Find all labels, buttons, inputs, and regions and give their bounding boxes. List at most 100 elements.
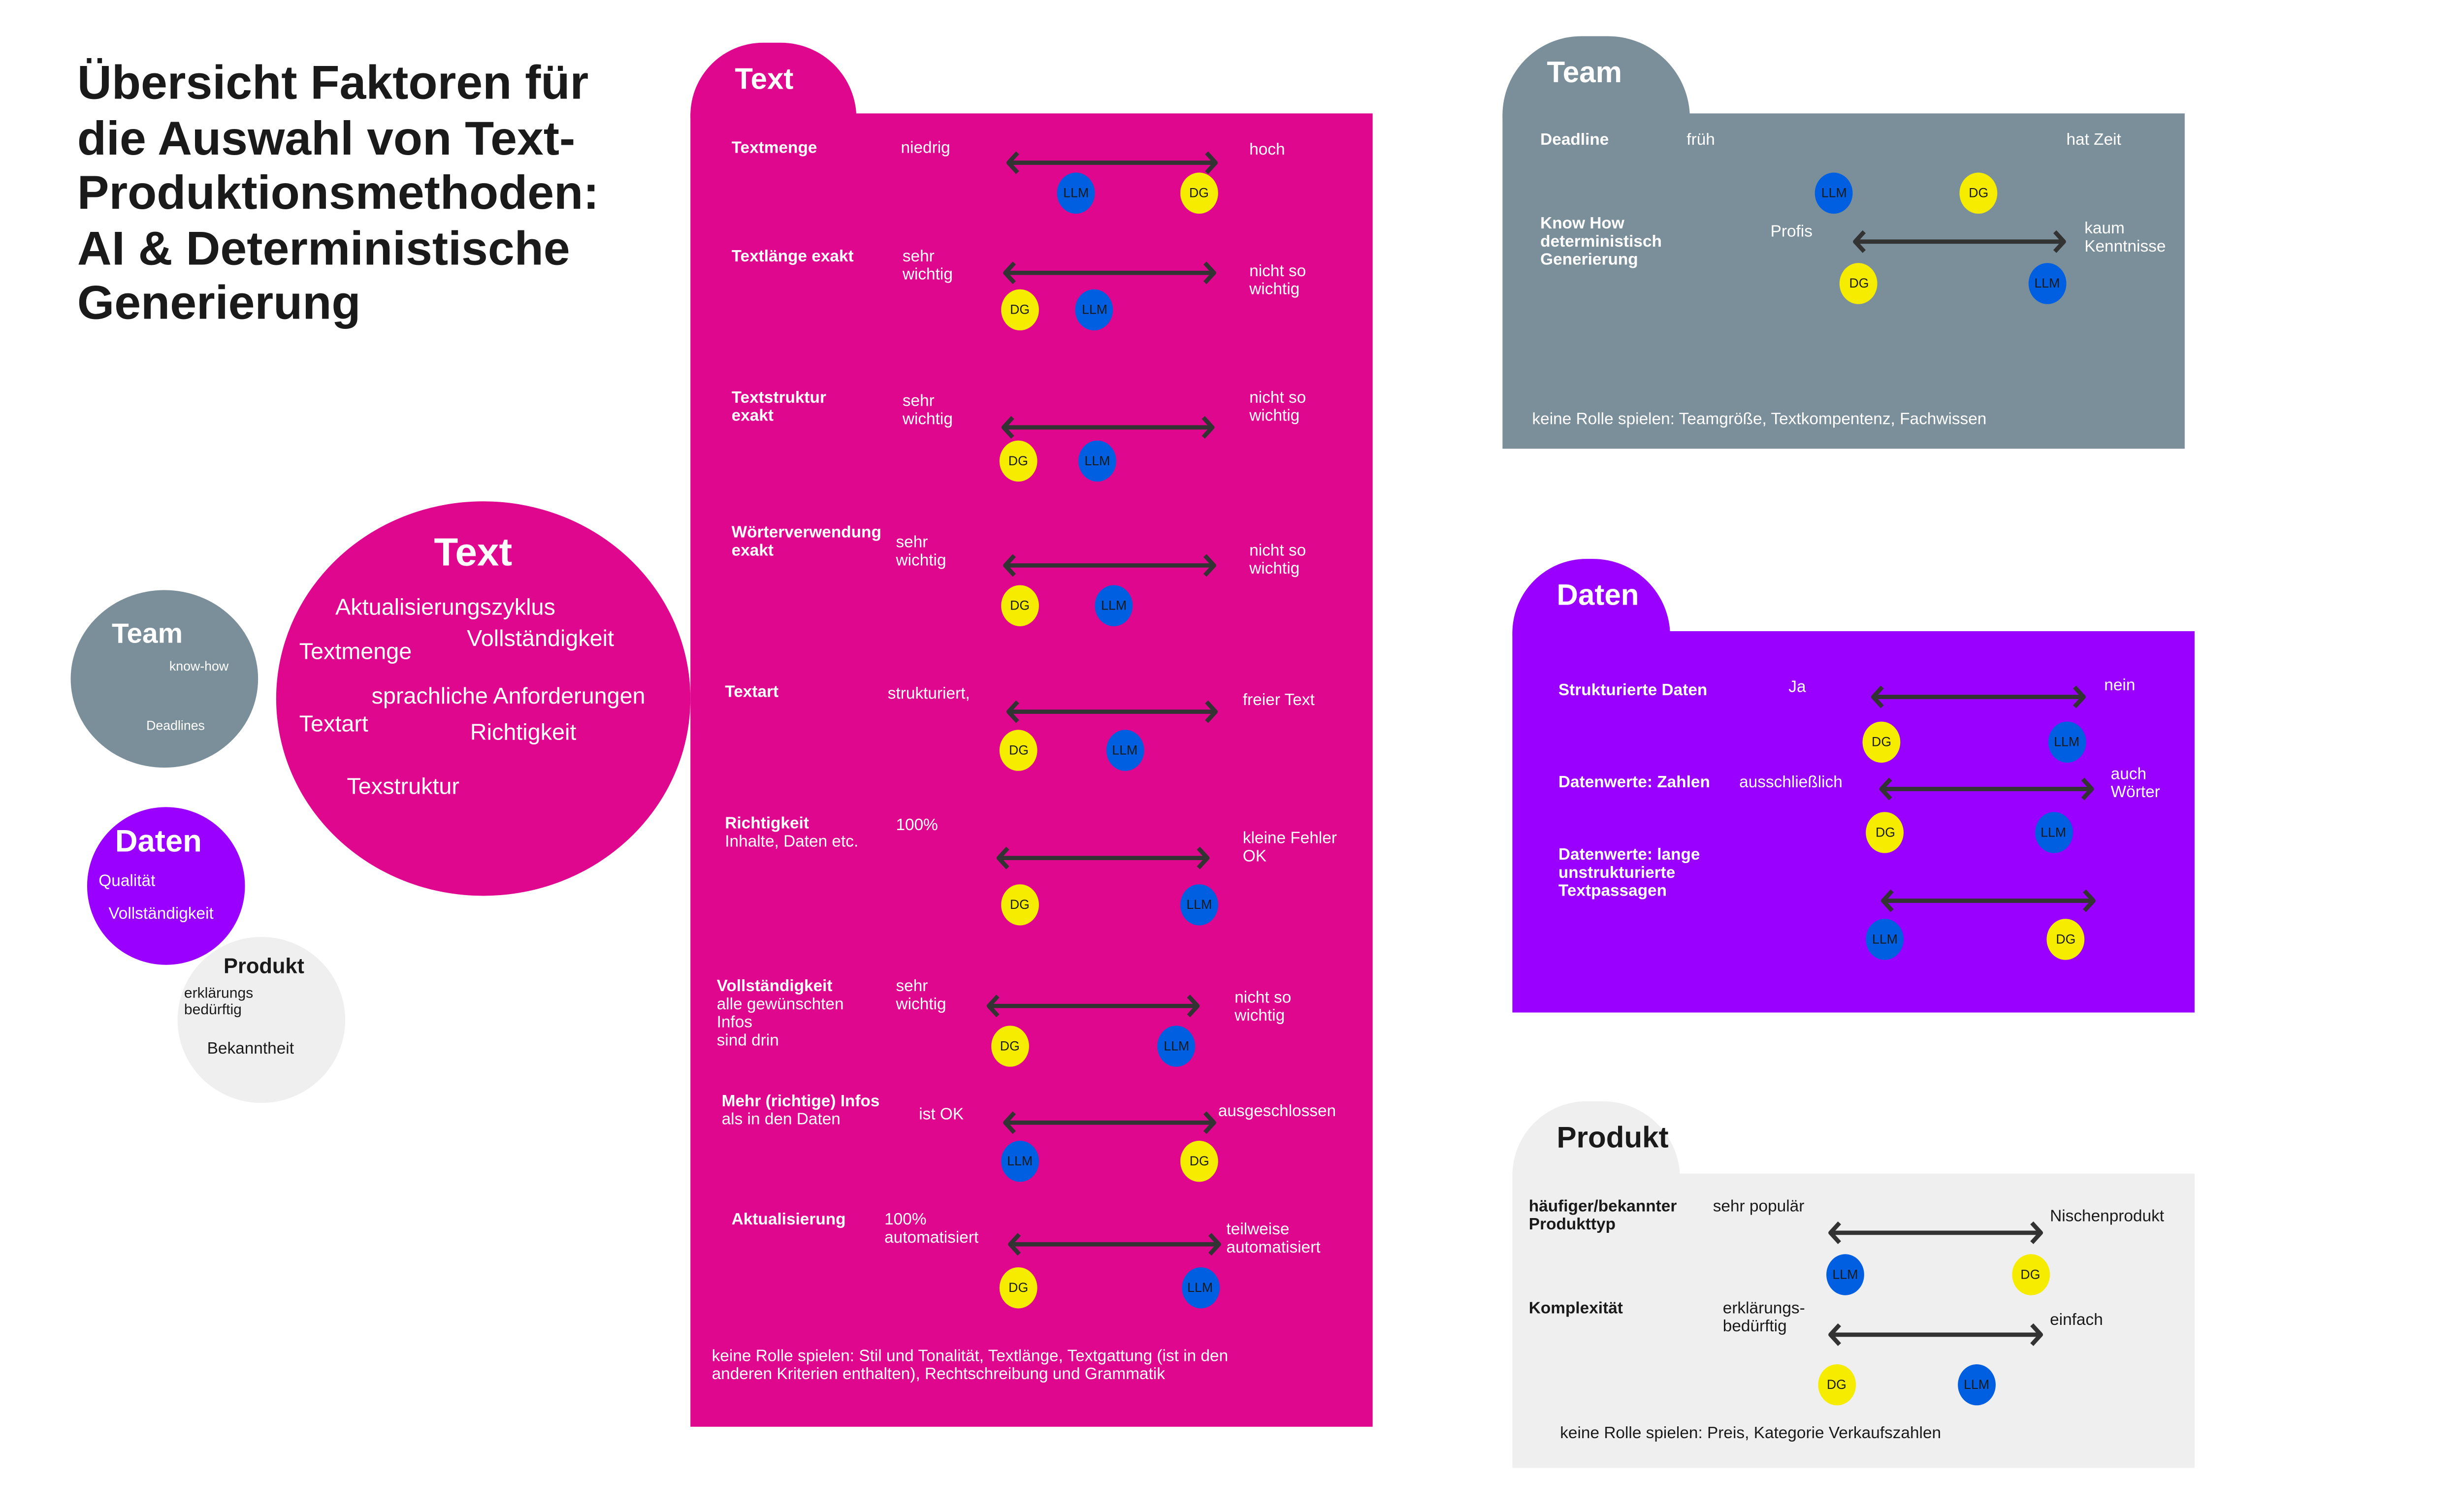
overview-produkt-item: erklärungs bedürftig xyxy=(184,984,254,1018)
scale-right-label: kleine Fehler OK xyxy=(1242,830,1337,867)
panel-text-footer-note: keine Rolle spielen: Stil und Tonalität,… xyxy=(712,1348,1229,1384)
scale-right-label: einfach xyxy=(2050,1312,2103,1330)
dg-marker: DG xyxy=(1862,720,1901,762)
dg-marker: DG xyxy=(1817,1363,1856,1405)
overview-produkt-item: Bekanntheit xyxy=(207,1040,294,1059)
llm-marker: LLM xyxy=(1866,918,1904,960)
overview-text-item: Richtigkeit xyxy=(470,718,577,745)
panel-daten-tab: Daten xyxy=(1512,559,1670,636)
scale-right-label: teilweise automatisiert xyxy=(1226,1221,1321,1257)
llm-marker: LLM xyxy=(1957,1363,1996,1405)
scale-right-label: kaum Kenntnisse xyxy=(2084,220,2166,257)
overview-text-item: Texstruktur xyxy=(347,772,460,799)
double-arrow-icon xyxy=(986,995,1200,1018)
factor-label: Know How deterministisch Generierung xyxy=(1540,215,1662,270)
dg-marker: DG xyxy=(1001,584,1039,626)
llm-marker: LLM xyxy=(1815,171,1853,213)
scale-left-label: strukturiert, xyxy=(887,685,970,704)
title-line: Generierung xyxy=(77,278,361,331)
llm-marker: LLM xyxy=(1057,171,1095,213)
factor-label: Strukturierte Daten xyxy=(1558,682,1708,701)
scale-right-label: nicht so wichtig xyxy=(1249,542,1306,579)
title-line: AI & Deterministische xyxy=(77,223,570,276)
llm-marker: LLM xyxy=(1157,1025,1196,1066)
panel-produkt-footer-note: keine Rolle spielen: Preis, Kategorie Ve… xyxy=(1560,1425,1942,1444)
llm-marker: LLM xyxy=(1078,440,1116,481)
scale-left-label: sehr wichtig xyxy=(902,248,953,285)
llm-marker: LLM xyxy=(1075,288,1114,330)
overview-produkt-circle: Produkt erklärungs bedürftig Bekanntheit xyxy=(177,936,346,1103)
overview-team-item: know-how xyxy=(169,659,229,674)
dg-marker: DG xyxy=(1001,883,1039,925)
dg-marker: DG xyxy=(1866,811,1905,853)
factor-label: Textmenge xyxy=(731,139,817,158)
panel-team-title: Team xyxy=(1547,56,1622,89)
panel-text-title: Text xyxy=(735,62,794,96)
double-arrow-icon xyxy=(1008,1233,1222,1256)
llm-marker: LLM xyxy=(2047,720,2086,762)
llm-marker: LLM xyxy=(1181,1266,1219,1308)
double-arrow-icon xyxy=(1879,777,2094,801)
double-arrow-icon xyxy=(1003,554,1216,577)
title-line: Übersicht Faktoren für xyxy=(77,57,589,110)
scale-left-label: 100% automatisiert xyxy=(884,1211,979,1248)
scale-right-label: nicht so wichtig xyxy=(1249,389,1306,426)
double-arrow-icon xyxy=(1880,889,2096,912)
scale-right-label: hoch xyxy=(1249,141,1285,160)
scale-left-label: sehr wichtig xyxy=(902,392,953,429)
factor-label: Datenwerte: lange unstrukturierte Textpa… xyxy=(1558,846,1700,901)
factor-label: Textart xyxy=(725,683,779,702)
factor-label: Mehr (richtige) Infos xyxy=(721,1093,880,1111)
overview-daten-title: Daten xyxy=(115,825,202,860)
double-arrow-icon xyxy=(1871,685,2086,708)
scale-right-label: freier Text xyxy=(1242,692,1315,710)
factor-sublabel: alle gewünschten Infos sind drin xyxy=(716,996,844,1051)
factor-label: häufiger/bekannter Produkttyp xyxy=(1528,1198,1677,1235)
scale-right-label: nicht so wichtig xyxy=(1249,263,1306,299)
dg-marker: DG xyxy=(999,1266,1037,1308)
panel-produkt-title: Produkt xyxy=(1556,1121,1669,1154)
panel-produkt-tab: Produkt xyxy=(1512,1101,1680,1179)
title-line: die Auswahl von Text- xyxy=(77,112,576,165)
factor-label: Aktualisierung xyxy=(731,1211,846,1230)
llm-marker: LLM xyxy=(1105,729,1144,771)
factor-sublabel: Inhalte, Daten etc. xyxy=(725,833,859,852)
factor-label: Vollständigkeit xyxy=(716,978,833,997)
double-arrow-icon xyxy=(1006,151,1218,174)
double-arrow-icon xyxy=(1852,230,2066,253)
factor-label: Richtigkeit xyxy=(725,815,809,834)
scale-right-label: auch Wörter xyxy=(2110,766,2160,803)
scale-left-label: 100% xyxy=(896,817,938,835)
title-line: Produktionsmethoden: xyxy=(77,167,599,221)
double-arrow-icon xyxy=(996,846,1210,869)
double-arrow-icon xyxy=(1828,1221,2043,1245)
panel-produkt-background xyxy=(1512,1173,2195,1468)
double-arrow-icon xyxy=(1828,1323,2043,1346)
scale-left-label: Ja xyxy=(1788,678,1806,697)
overview-daten-circle: Daten Qualität Vollständigkeit xyxy=(87,807,245,965)
overview-text-circle: Text Aktualisierungszyklus Vollständigke… xyxy=(276,501,691,896)
overview-team-title: Team xyxy=(112,618,183,649)
panel-team-tab: Team xyxy=(1502,36,1690,119)
llm-marker: LLM xyxy=(2028,262,2066,303)
double-arrow-icon xyxy=(1001,416,1215,439)
panel-text-tab: Text xyxy=(690,42,857,119)
scale-left-label: früh xyxy=(1686,131,1715,150)
overview-text-item: Aktualisierungszyklus xyxy=(335,593,555,620)
scale-left-label: sehr wichtig xyxy=(896,534,946,571)
dg-marker: DG xyxy=(1959,171,1998,213)
scale-right-label: ausgeschlossen xyxy=(1218,1103,1336,1121)
overview-text-item: Vollständigkeit xyxy=(467,624,614,651)
llm-marker: LLM xyxy=(1095,584,1133,626)
factor-label: Textlänge exakt xyxy=(731,248,854,266)
overview-team-item: Deadlines xyxy=(146,718,205,733)
scale-right-label: nicht so wichtig xyxy=(1234,989,1292,1026)
double-arrow-icon xyxy=(1003,1111,1216,1134)
dg-marker: DG xyxy=(991,1025,1029,1066)
scale-left-label: sehr populär xyxy=(1713,1198,1805,1217)
factor-label: Datenwerte: Zahlen xyxy=(1558,774,1710,793)
scale-right-label: hat Zeit xyxy=(2066,131,2121,150)
dg-marker: DG xyxy=(1180,1140,1219,1181)
dg-marker: DG xyxy=(2011,1253,2049,1295)
factor-label: Wörterverwendung exakt xyxy=(731,524,881,561)
